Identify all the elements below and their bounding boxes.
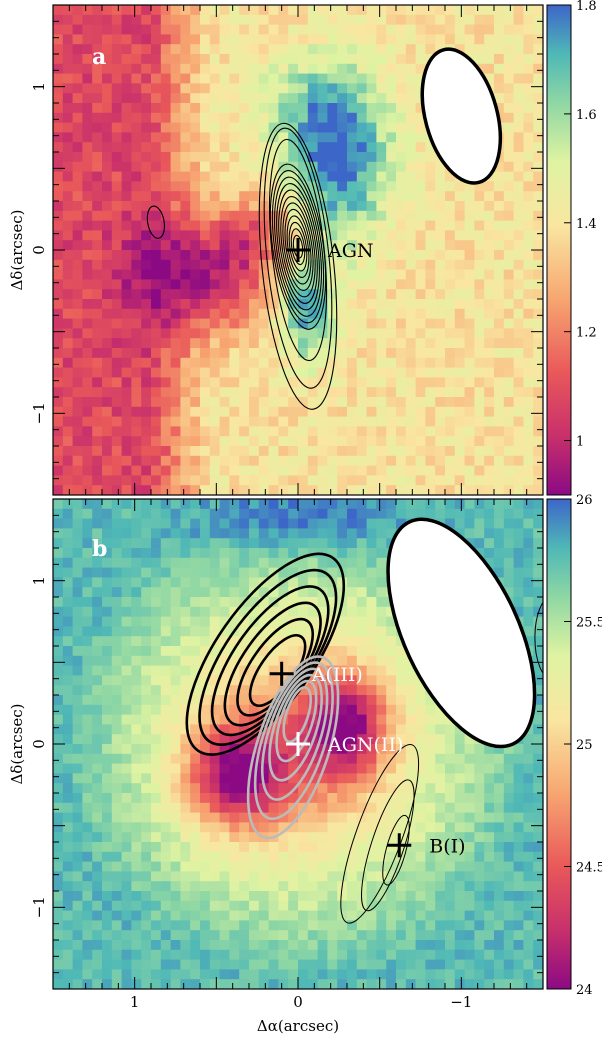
colorbar-b: 24 24.5 25 25.5 26	[547, 493, 602, 998]
colorbar-tick-label: 1.6	[576, 108, 597, 123]
colorbar-tick-label: 1.4	[576, 217, 597, 232]
y-axis-label-b: Δδ(arcsec)	[8, 703, 26, 784]
panel-label-a: a	[92, 44, 106, 70]
x-axis-label: Δα(arcsec)	[257, 1017, 339, 1035]
colorbar-tick-label: 1.2	[576, 326, 597, 341]
colorbar-tick-label: 1	[576, 435, 584, 450]
marker-label: A(III)	[311, 664, 363, 686]
y-tick-label: 0	[30, 739, 48, 749]
y-tick-label: 1	[30, 576, 48, 586]
y-tick-label: −1	[30, 402, 48, 424]
colorbar-tick-label: 26	[576, 493, 593, 508]
colorbar-tick-label: 24.5	[576, 861, 602, 876]
y-tick-label: 1	[30, 82, 48, 92]
y-tick-label: −1	[30, 896, 48, 918]
marker-label: B(I)	[429, 835, 465, 857]
x-tick-label: 1	[130, 993, 140, 1011]
colorbar-tick-label: 24	[576, 983, 593, 998]
x-tick-label: −1	[450, 993, 472, 1011]
y-axis-label-a: Δδ(arcsec)	[8, 209, 26, 290]
colorbar-tick-label: 1.8	[576, 0, 597, 14]
markers-a: AGN	[286, 238, 374, 262]
y-tick-label: 0	[30, 245, 48, 255]
colorbar-tick-label: 25.5	[576, 616, 602, 631]
marker-label: AGN(II)	[327, 734, 403, 756]
colorbar-tick-label: 25	[576, 738, 593, 753]
panel-label-b: b	[92, 536, 107, 562]
x-tick-label: 0	[293, 993, 303, 1011]
colorbar-a: 1 1.2 1.4 1.6 1.8	[547, 0, 597, 495]
marker-label: AGN	[327, 240, 374, 262]
panel-a: AGN −1 0 1 a Δδ(arcsec) 1 1.2 1.4 1.6 1.8	[8, 0, 597, 496]
